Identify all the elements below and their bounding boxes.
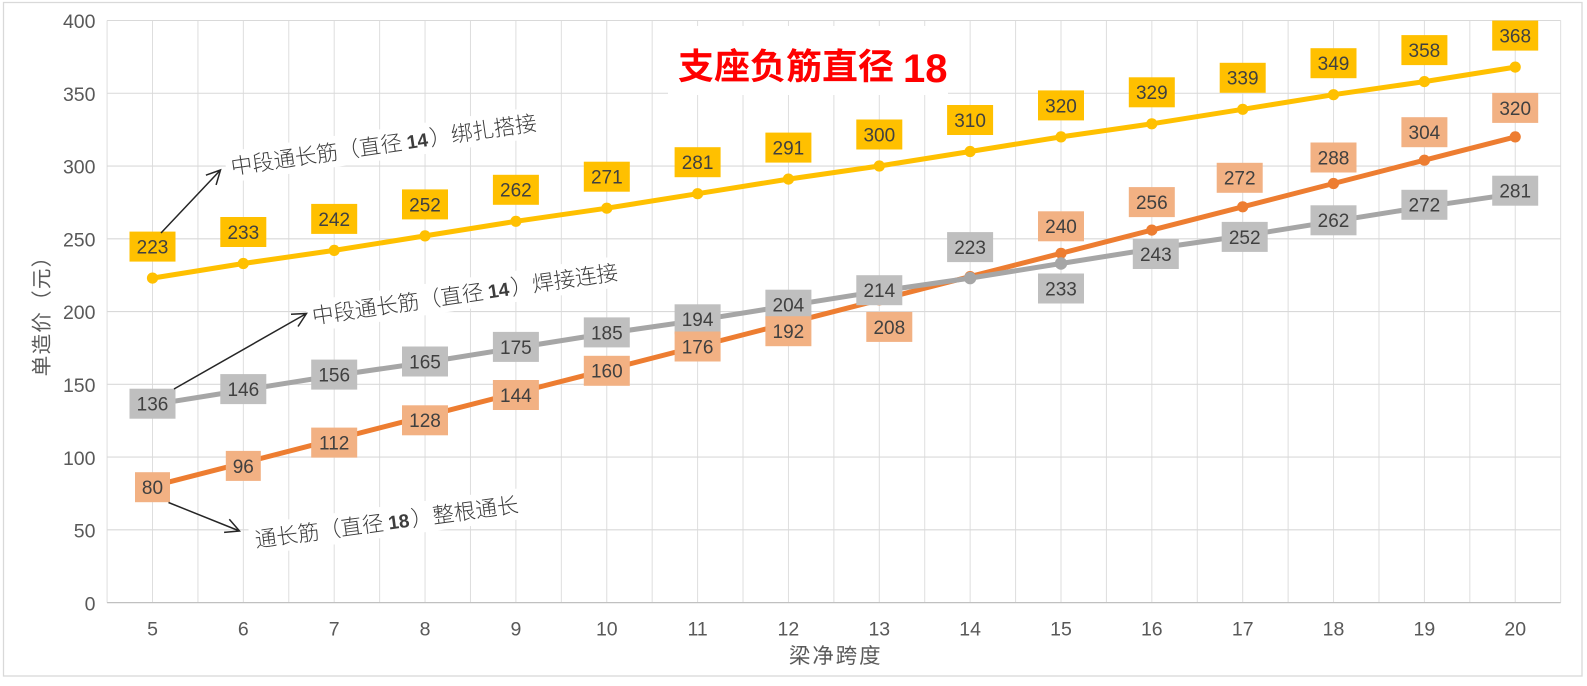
svg-text:18: 18 — [387, 511, 411, 535]
svg-text:310: 310 — [954, 111, 986, 132]
svg-text:96: 96 — [233, 457, 254, 478]
svg-text:358: 358 — [1409, 41, 1441, 62]
svg-text:281: 281 — [682, 153, 714, 174]
svg-text:18: 18 — [903, 47, 948, 91]
svg-text:165: 165 — [409, 352, 441, 373]
svg-text:146: 146 — [227, 380, 259, 401]
svg-text:256: 256 — [1136, 193, 1168, 214]
svg-text:14: 14 — [487, 279, 511, 303]
svg-text:80: 80 — [142, 478, 163, 499]
svg-text:349: 349 — [1318, 54, 1350, 75]
svg-text:252: 252 — [1229, 228, 1261, 249]
svg-text:320: 320 — [1045, 96, 1077, 117]
svg-text:368: 368 — [1499, 27, 1531, 48]
svg-text:300: 300 — [863, 125, 895, 146]
svg-text:15: 15 — [1050, 619, 1072, 641]
svg-text:252: 252 — [409, 195, 441, 216]
svg-text:100: 100 — [63, 448, 96, 470]
svg-text:10: 10 — [596, 619, 618, 641]
svg-text:272: 272 — [1409, 196, 1441, 217]
svg-text:6: 6 — [238, 619, 249, 641]
svg-text:233: 233 — [1045, 279, 1077, 300]
svg-text:350: 350 — [63, 84, 96, 106]
svg-text:19: 19 — [1414, 619, 1436, 641]
svg-text:185: 185 — [591, 323, 623, 344]
svg-text:200: 200 — [63, 302, 96, 324]
svg-text:208: 208 — [873, 318, 905, 339]
svg-text:175: 175 — [500, 338, 532, 359]
svg-text:12: 12 — [778, 619, 800, 641]
svg-text:128: 128 — [409, 411, 441, 432]
svg-text:160: 160 — [591, 362, 623, 383]
svg-text:243: 243 — [1140, 245, 1172, 266]
svg-text:204: 204 — [773, 296, 805, 317]
svg-text:223: 223 — [954, 238, 986, 259]
svg-text:304: 304 — [1409, 123, 1441, 144]
svg-text:14: 14 — [959, 619, 981, 641]
svg-text:291: 291 — [773, 139, 805, 160]
svg-text:250: 250 — [63, 230, 96, 252]
svg-text:339: 339 — [1227, 69, 1259, 90]
svg-text:5: 5 — [147, 619, 158, 641]
svg-text:11: 11 — [687, 619, 707, 641]
svg-text:300: 300 — [63, 157, 96, 179]
svg-text:14: 14 — [405, 130, 429, 154]
svg-text:262: 262 — [1318, 211, 1350, 232]
svg-text:150: 150 — [63, 375, 96, 397]
svg-text:281: 281 — [1499, 182, 1531, 203]
svg-text:400: 400 — [63, 11, 96, 33]
svg-text:271: 271 — [591, 168, 623, 189]
svg-text:9: 9 — [510, 619, 521, 641]
svg-text:233: 233 — [227, 223, 259, 244]
svg-text:50: 50 — [74, 521, 96, 543]
svg-text:223: 223 — [137, 238, 169, 259]
svg-text:13: 13 — [868, 619, 890, 641]
svg-text:16: 16 — [1141, 619, 1163, 641]
svg-text:156: 156 — [318, 366, 350, 387]
svg-text:8: 8 — [420, 619, 431, 641]
svg-text:7: 7 — [329, 619, 340, 641]
svg-text:214: 214 — [863, 281, 895, 302]
svg-text:0: 0 — [85, 593, 96, 615]
svg-text:20: 20 — [1504, 619, 1526, 641]
svg-text:144: 144 — [500, 386, 532, 407]
svg-text:136: 136 — [137, 395, 169, 416]
svg-text:194: 194 — [682, 310, 714, 331]
svg-text:320: 320 — [1499, 99, 1531, 120]
svg-text:262: 262 — [500, 181, 532, 202]
svg-text:176: 176 — [682, 337, 714, 358]
svg-text:192: 192 — [773, 322, 805, 343]
svg-text:329: 329 — [1136, 83, 1168, 104]
svg-text:272: 272 — [1224, 169, 1256, 190]
svg-text:288: 288 — [1318, 148, 1350, 169]
svg-text:112: 112 — [319, 434, 349, 455]
svg-text:18: 18 — [1323, 619, 1345, 641]
svg-text:240: 240 — [1045, 217, 1077, 238]
svg-text:17: 17 — [1232, 619, 1254, 641]
svg-text:242: 242 — [318, 210, 350, 231]
